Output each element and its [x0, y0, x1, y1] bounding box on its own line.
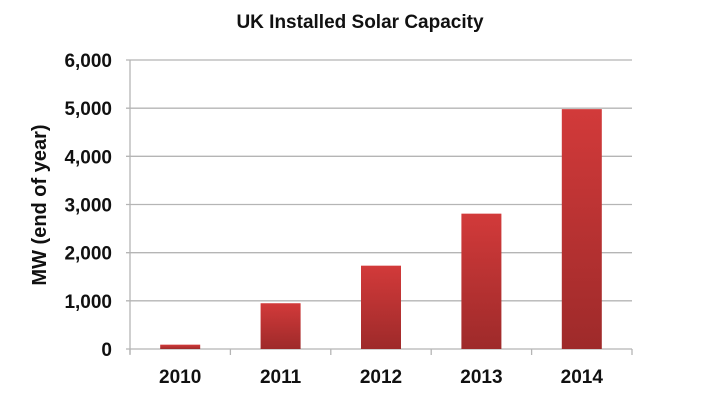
bar-2012: [361, 265, 401, 349]
x-tick-label: 2014: [561, 367, 604, 388]
bar-2014: [561, 109, 602, 349]
bar-2013: [461, 213, 502, 349]
y-tick-label: 1,000: [64, 292, 112, 313]
y-tick-label: 6,000: [64, 51, 112, 72]
y-tick-label: 2,000: [64, 244, 112, 265]
x-tick-label: 2013: [460, 367, 502, 388]
bar-2011: [260, 303, 301, 349]
x-tick-label: 2010: [159, 367, 201, 388]
y-tick-label: 3,000: [64, 196, 112, 217]
y-tick-label: 0: [101, 340, 112, 361]
chart-title: UK Installed Solar Capacity: [236, 12, 484, 33]
x-tick-label: 2011: [260, 367, 302, 388]
y-tick-label: 4,000: [64, 147, 112, 168]
bar-2010: [160, 344, 201, 349]
y-axis-label: MW (end of year): [29, 124, 51, 285]
x-tick-label: 2012: [360, 367, 402, 388]
y-tick-label: 5,000: [64, 99, 112, 120]
